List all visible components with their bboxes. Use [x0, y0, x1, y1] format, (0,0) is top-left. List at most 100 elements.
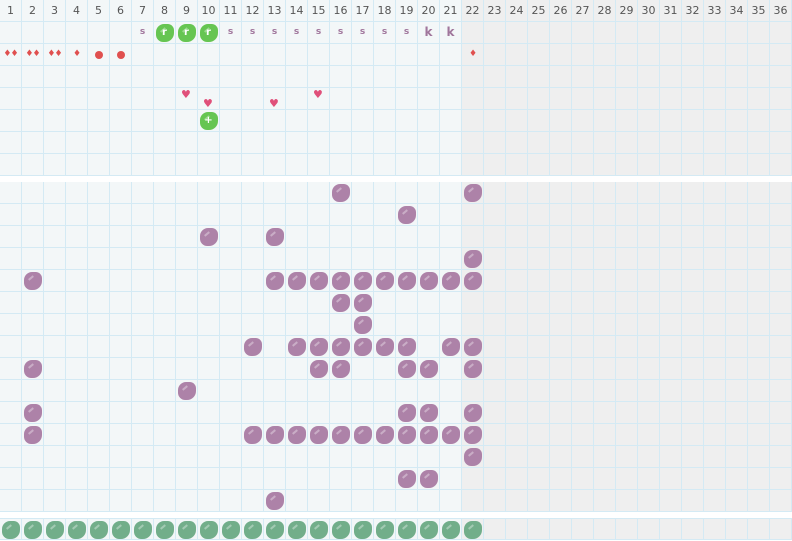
footer-cell[interactable] — [286, 518, 308, 540]
grid-cell[interactable] — [770, 204, 792, 226]
grid-cell[interactable] — [110, 88, 132, 110]
grid-cell[interactable] — [242, 270, 264, 292]
grid-cell[interactable] — [506, 22, 528, 44]
grid-cell[interactable] — [506, 132, 528, 154]
grid-cell[interactable] — [594, 380, 616, 402]
grid-cell[interactable] — [748, 380, 770, 402]
footer-cell[interactable] — [770, 518, 792, 540]
grid-cell[interactable] — [418, 88, 440, 110]
grid-cell[interactable] — [198, 248, 220, 270]
grid-cell[interactable] — [484, 336, 506, 358]
grid-cell[interactable] — [330, 446, 352, 468]
grid-cell[interactable] — [660, 468, 682, 490]
grid-cell[interactable] — [88, 490, 110, 512]
grid-cell[interactable] — [154, 110, 176, 132]
grid-cell[interactable] — [352, 292, 374, 314]
grid-cell[interactable] — [616, 88, 638, 110]
grid-cell[interactable] — [704, 424, 726, 446]
footer-cell[interactable] — [682, 518, 704, 540]
grid-cell[interactable] — [154, 132, 176, 154]
grid-cell[interactable] — [308, 336, 330, 358]
footer-cell[interactable] — [550, 518, 572, 540]
grid-cell[interactable] — [704, 110, 726, 132]
grid-cell[interactable] — [264, 154, 286, 176]
grid-cell[interactable] — [616, 44, 638, 66]
grid-cell[interactable] — [198, 402, 220, 424]
grid-cell[interactable] — [286, 110, 308, 132]
grid-cell[interactable] — [66, 314, 88, 336]
grid-cell[interactable] — [572, 248, 594, 270]
grid-cell[interactable] — [66, 132, 88, 154]
grid-cell[interactable] — [572, 490, 594, 512]
grid-cell[interactable] — [770, 380, 792, 402]
grid-cell[interactable] — [638, 380, 660, 402]
grid-cell[interactable] — [638, 468, 660, 490]
grid-cell[interactable] — [418, 468, 440, 490]
grid-cell[interactable] — [132, 358, 154, 380]
grid-cell[interactable] — [550, 380, 572, 402]
grid-cell[interactable] — [594, 88, 616, 110]
grid-cell[interactable] — [660, 446, 682, 468]
grid-cell[interactable] — [682, 132, 704, 154]
grid-cell[interactable] — [264, 132, 286, 154]
grid-cell[interactable] — [198, 424, 220, 446]
grid-cell[interactable] — [88, 22, 110, 44]
grid-cell[interactable] — [110, 182, 132, 204]
grid-cell[interactable] — [154, 314, 176, 336]
grid-cell[interactable] — [616, 204, 638, 226]
grid-cell[interactable] — [748, 424, 770, 446]
grid-cell[interactable] — [748, 132, 770, 154]
grid-cell[interactable] — [770, 270, 792, 292]
grid-cell[interactable] — [484, 358, 506, 380]
grid-cell[interactable] — [66, 88, 88, 110]
grid-cell[interactable] — [528, 468, 550, 490]
grid-cell[interactable] — [220, 402, 242, 424]
grid-cell[interactable] — [726, 182, 748, 204]
grid-cell[interactable] — [440, 248, 462, 270]
grid-cell[interactable] — [550, 358, 572, 380]
grid-cell[interactable] — [88, 44, 110, 66]
grid-cell[interactable] — [374, 292, 396, 314]
grid-cell[interactable] — [286, 402, 308, 424]
grid-cell[interactable] — [264, 110, 286, 132]
grid-cell[interactable] — [220, 226, 242, 248]
grid-cell[interactable] — [704, 468, 726, 490]
grid-cell[interactable] — [726, 380, 748, 402]
grid-cell[interactable] — [220, 110, 242, 132]
grid-cell[interactable] — [396, 248, 418, 270]
grid-cell[interactable] — [176, 66, 198, 88]
grid-cell[interactable] — [374, 314, 396, 336]
grid-cell[interactable] — [418, 154, 440, 176]
grid-cell[interactable] — [528, 44, 550, 66]
grid-cell[interactable] — [506, 314, 528, 336]
grid-cell[interactable] — [418, 226, 440, 248]
grid-cell[interactable] — [22, 22, 44, 44]
grid-cell[interactable] — [110, 270, 132, 292]
grid-cell[interactable] — [352, 446, 374, 468]
grid-cell[interactable] — [704, 446, 726, 468]
grid-cell[interactable] — [0, 88, 22, 110]
grid-cell[interactable] — [462, 402, 484, 424]
grid-cell[interactable] — [528, 154, 550, 176]
grid-cell[interactable] — [418, 292, 440, 314]
grid-cell[interactable] — [220, 446, 242, 468]
grid-cell[interactable] — [132, 380, 154, 402]
grid-cell[interactable] — [176, 44, 198, 66]
grid-cell[interactable] — [396, 154, 418, 176]
grid-cell[interactable]: ♦ — [66, 44, 88, 66]
grid-cell[interactable] — [110, 424, 132, 446]
grid-cell[interactable] — [396, 358, 418, 380]
grid-cell[interactable] — [396, 446, 418, 468]
grid-cell[interactable] — [726, 154, 748, 176]
grid-cell[interactable] — [198, 66, 220, 88]
grid-cell[interactable] — [352, 314, 374, 336]
grid-cell[interactable] — [352, 358, 374, 380]
grid-cell[interactable] — [352, 88, 374, 110]
grid-cell[interactable] — [484, 110, 506, 132]
grid-cell[interactable] — [22, 110, 44, 132]
grid-cell[interactable] — [616, 22, 638, 44]
grid-cell[interactable]: r — [154, 22, 176, 44]
grid-cell[interactable] — [572, 226, 594, 248]
grid-cell[interactable] — [550, 182, 572, 204]
grid-cell[interactable] — [198, 182, 220, 204]
